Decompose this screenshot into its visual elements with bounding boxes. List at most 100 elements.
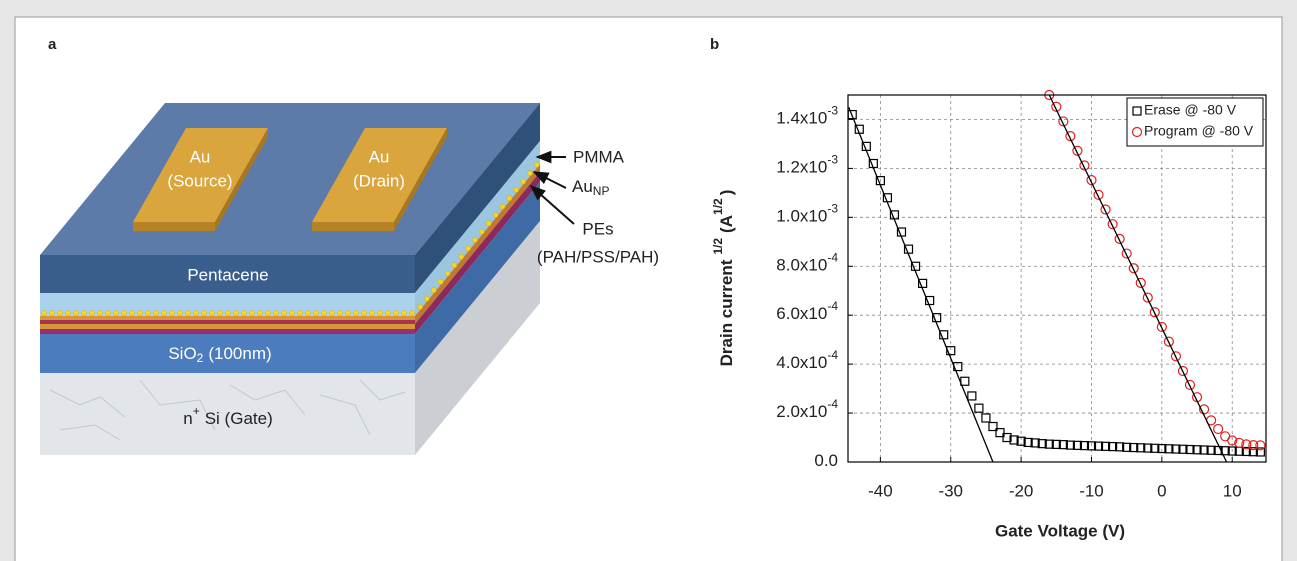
nanoparticle (217, 310, 222, 315)
tick-exponent: -4 (827, 250, 838, 264)
nanoparticle (225, 310, 230, 315)
superscript: 1/2 (711, 238, 725, 255)
nanoparticle (345, 310, 350, 315)
nanoparticle (486, 221, 491, 226)
callout-label: (PAH/PSS/PAH) (537, 247, 659, 266)
nanoparticle (507, 196, 512, 201)
pe-layer (40, 320, 415, 324)
text-part: (100nm) (208, 344, 271, 363)
nanoparticle (321, 310, 326, 315)
x-tick-label: -40 (868, 481, 893, 500)
nanoparticle (466, 246, 471, 251)
nanoparticle (409, 310, 414, 315)
nanoparticle (41, 310, 46, 315)
nanoparticle (401, 310, 406, 315)
nanoparticle (185, 310, 190, 315)
legend-label: Program @ -80 V (1144, 123, 1254, 139)
x-tick-label: 10 (1223, 481, 1242, 500)
superscript: + (193, 404, 200, 418)
y-tick-label: 0.0 (814, 451, 838, 470)
nanoparticle (431, 288, 436, 293)
electrode-side (133, 222, 215, 231)
electrode-label: (Drain) (353, 171, 405, 190)
figure: a b Au (Source) Au (Drain) Pentacene SiO… (0, 0, 1297, 561)
text-part: ) (717, 190, 736, 196)
text-part: SiO (168, 344, 196, 363)
nanoparticle (97, 310, 102, 315)
nanoparticle (201, 310, 206, 315)
nanoparticle (452, 263, 457, 268)
nanoparticle (113, 310, 118, 315)
nanoparticle (49, 310, 54, 315)
tick-exponent: -3 (827, 202, 838, 216)
nanoparticle (121, 310, 126, 315)
layer-label: SiO2 (100nm) (168, 344, 271, 365)
tick-exponent: -4 (827, 348, 838, 362)
nanoparticle (438, 279, 443, 284)
x-axis-title: Gate Voltage (V) (995, 521, 1125, 540)
legend-label: Erase @ -80 V (1144, 102, 1237, 118)
nanoparticle (472, 237, 477, 242)
tick-text: 1.0x10 (776, 207, 827, 226)
nanoparticle (129, 310, 134, 315)
x-tick-label: -30 (938, 481, 963, 500)
callout-label: PMMA (573, 147, 625, 166)
nanoparticle (385, 310, 390, 315)
text-part: Drain current (717, 259, 736, 366)
nanoparticle (57, 310, 62, 315)
nanoparticle (534, 162, 539, 167)
tick-text: 4.0x10 (776, 354, 827, 373)
nanoparticle (417, 304, 422, 309)
body: {"panel_labels": ["a", "b"], "diagram": … (0, 0, 1297, 561)
nanoparticle (281, 310, 286, 315)
nanoparticle (273, 310, 278, 315)
electrode-label: Au (369, 147, 390, 166)
nanoparticle (445, 271, 450, 276)
tick-exponent: -4 (827, 299, 838, 313)
nanoparticle (249, 310, 254, 315)
nanoparticle (161, 310, 166, 315)
tick-exponent: -3 (827, 104, 838, 118)
nanoparticle (241, 310, 246, 315)
tick-text: 2.0x10 (776, 403, 827, 422)
superscript: 1/2 (711, 198, 725, 215)
nanoparticle (105, 310, 110, 315)
nanoparticle (369, 310, 374, 315)
nanoparticle (209, 310, 214, 315)
text-part: (A (717, 215, 736, 233)
nanoparticle (177, 310, 182, 315)
panel-label: b (710, 36, 719, 53)
x-tick-label: 0 (1157, 481, 1166, 500)
text-part: Si (Gate) (205, 409, 273, 428)
x-tick-label: -20 (1009, 481, 1034, 500)
electrode-label: Au (190, 147, 211, 166)
tick-text: 1.2x10 (776, 158, 827, 177)
nanoparticle (289, 310, 294, 315)
nanoparticle (424, 296, 429, 301)
tick-exponent: -3 (827, 153, 838, 167)
nanoparticle (65, 310, 70, 315)
nanoparticle (73, 310, 78, 315)
tick-text: 8.0x10 (776, 256, 827, 275)
nanoparticle (89, 310, 94, 315)
nanoparticle (193, 310, 198, 315)
page: body { margin: 0; background: #e6e6e6; f… (0, 0, 1297, 561)
nanoparticle (353, 310, 358, 315)
tick-text: 1.4x10 (776, 109, 827, 128)
electrode-label: (Source) (167, 171, 232, 190)
nanoparticle (393, 310, 398, 315)
nanoparticle (305, 310, 310, 315)
nanoparticle (527, 171, 532, 176)
nanoparticle (514, 187, 519, 192)
nanoparticle (233, 310, 238, 315)
subscript: 2 (197, 351, 204, 365)
subscript: NP (593, 184, 610, 198)
nanoparticle (145, 310, 150, 315)
nanoparticle (329, 310, 334, 315)
nanoparticle (153, 310, 158, 315)
nanoparticle (257, 310, 262, 315)
plot-area (848, 95, 1266, 462)
x-tick-label: -10 (1079, 481, 1104, 500)
nanoparticle (337, 310, 342, 315)
nanoparticle (137, 310, 142, 315)
